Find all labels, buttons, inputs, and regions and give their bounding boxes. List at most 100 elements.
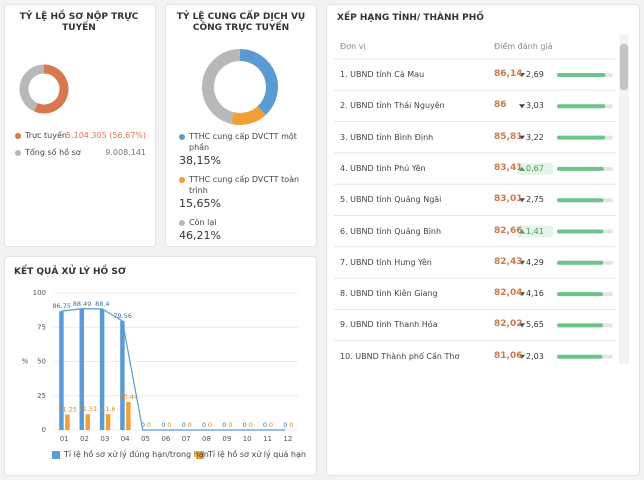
y-tick-label: 0 <box>42 426 46 434</box>
trend-arrow <box>519 104 525 109</box>
legend-dot <box>179 134 185 140</box>
donut-segment <box>19 64 45 112</box>
donut-segment <box>202 49 241 124</box>
y-tick-label: 100 <box>33 289 46 297</box>
row-change: 2,03 <box>526 351 544 361</box>
column-header: Đơn vị <box>340 42 366 51</box>
x-tick-label: 07 <box>182 435 191 443</box>
bar <box>79 308 84 430</box>
row-score: 82,02 <box>494 319 523 330</box>
row-name: 2. UBND tỉnh Thái Nguyên <box>340 101 445 111</box>
legend-dot <box>179 220 185 226</box>
row-change: 3,22 <box>526 132 544 142</box>
value-label: 0 <box>161 421 165 429</box>
score-bar <box>557 229 604 234</box>
panel <box>165 4 317 247</box>
y-tick-label: 25 <box>37 392 46 400</box>
panel-title: XẾP HẠNG TỈNH/ THÀNH PHỐ <box>337 13 484 23</box>
row-score: 85,81 <box>494 131 523 142</box>
row-score: 86,14 <box>494 69 523 79</box>
row-change: 0,67 <box>526 163 544 173</box>
legend-dot <box>15 150 21 156</box>
score-bar <box>557 292 603 297</box>
legend: TTHC cung cấp DVCTT một phần 38,15% TTHC c… <box>179 131 305 242</box>
legend-label: TTHC cung cấp DVCTT toàn trình <box>189 175 300 195</box>
value-label: 88.49 <box>73 300 92 308</box>
x-tick-label: 10 <box>243 435 252 443</box>
x-tick-label: 09 <box>222 435 231 443</box>
panel-title: TỶ LỆ CUNG CẤP DỊCH VỤ CÔNG TRỰC TUYẾN <box>176 12 306 33</box>
value-label: 0 <box>289 421 293 429</box>
column-header: Điểm đánh giá <box>494 42 553 51</box>
trend-badge <box>517 162 553 175</box>
trend-arrow <box>519 323 525 328</box>
scrollbar-thumb <box>620 44 628 90</box>
value-label: 0 <box>243 421 247 429</box>
trend-arrow <box>519 166 525 171</box>
legend-label: Tỉ lệ hồ sơ xử lý đúng hạn/trong hạn <box>64 450 209 459</box>
x-tick-label: 08 <box>202 435 211 443</box>
bar <box>126 401 131 430</box>
legend-value: 38,15% <box>179 154 221 167</box>
x-tick-label: 06 <box>161 435 170 443</box>
x-tick-label: 03 <box>100 435 109 443</box>
trend-arrow <box>519 292 525 297</box>
row-score: 82,66 <box>494 225 523 236</box>
trend-line <box>61 308 286 431</box>
value-label: 0 <box>208 421 212 429</box>
row-name: 6. UBND tỉnh Quảng Bình <box>340 226 442 236</box>
legend-dot <box>15 133 21 139</box>
value-label: 0 <box>202 421 206 429</box>
legend-value: 15,65% <box>179 197 221 210</box>
value-label: 11.51 <box>79 405 98 413</box>
value-label: 79.56 <box>113 312 132 320</box>
value-label: 0 <box>188 421 192 429</box>
value-label: 11.6 <box>101 405 115 413</box>
panel-title: TỶ LỆ HỒ SƠ NỘP TRỰC TUYẾN <box>19 12 139 33</box>
score-bar <box>557 260 604 265</box>
legend-label: Tổng số hồ sơ <box>25 148 81 157</box>
legend-dot <box>179 177 185 183</box>
legend-label: Còn lại <box>189 218 217 227</box>
value-label: 20.44 <box>119 393 138 401</box>
trend-arrow <box>519 354 525 359</box>
trend-arrow <box>519 73 525 77</box>
y-tick-label: 75 <box>37 323 46 331</box>
score-bar <box>557 166 604 171</box>
value-label: 0 <box>283 421 287 429</box>
x-tick-label: 04 <box>121 435 130 443</box>
score-bar <box>557 323 603 328</box>
score-bar <box>557 198 604 203</box>
x-tick-label: 05 <box>141 435 150 443</box>
y-tick-label: 50 <box>37 358 46 366</box>
trend-arrow <box>519 229 525 234</box>
value-label: 0 <box>269 421 273 429</box>
row-score: 86 <box>494 100 507 111</box>
row-name: 3. UBND tỉnh Bình Định <box>340 132 434 142</box>
bar <box>85 414 90 430</box>
row-score: 82,43 <box>494 256 523 267</box>
row-change: 1,41 <box>526 226 544 236</box>
legend-label: Trực tuyến <box>25 131 67 140</box>
x-tick-label: 02 <box>80 435 89 443</box>
row-name: 4. UBND tỉnh Phú Yên <box>340 163 426 173</box>
legend-swatch <box>196 451 204 459</box>
value-label: 88.4 <box>95 300 109 308</box>
x-tick-label: 12 <box>283 435 292 443</box>
value-label: 0 <box>249 421 253 429</box>
value-label: 0 <box>141 421 145 429</box>
donut-segment <box>231 105 266 125</box>
row-name: 8. UBND tỉnh Kiên Giang <box>340 289 438 299</box>
legend-value: 9.008.141 <box>105 148 146 157</box>
bar <box>120 321 125 430</box>
trend-arrow <box>519 135 525 140</box>
legend-entry: TTHC cung cấp DVCTT một phần 38,15% <box>179 131 305 167</box>
scrollbar-track <box>619 34 629 364</box>
value-label: 0 <box>222 421 226 429</box>
value-label: 0 <box>263 421 267 429</box>
score-bar <box>557 354 603 359</box>
value-label: 0 <box>167 421 171 429</box>
x-tick-label: 01 <box>60 435 69 443</box>
score-bar <box>557 73 606 77</box>
